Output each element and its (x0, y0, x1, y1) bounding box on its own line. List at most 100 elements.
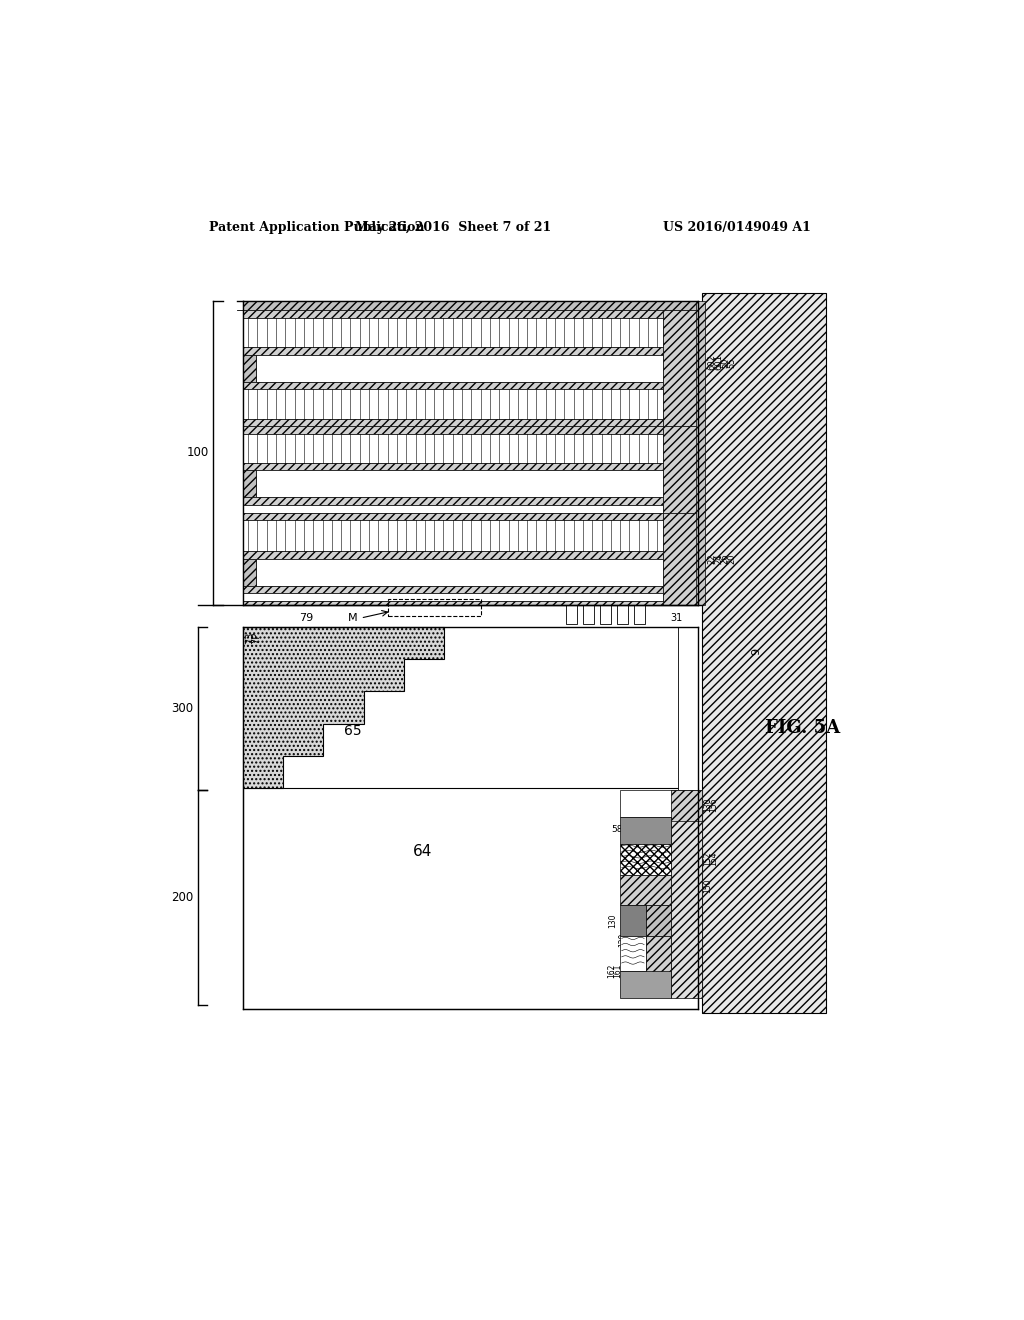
Text: 63: 63 (245, 531, 254, 541)
Text: 32: 32 (335, 531, 344, 540)
Text: 26: 26 (720, 553, 729, 564)
Bar (243, 520, 663, 552)
Bar (621, 843, 671, 875)
Text: M: M (348, 612, 357, 623)
Text: 62: 62 (251, 531, 259, 541)
Text: 64: 64 (413, 843, 432, 859)
Bar (671, 789, 701, 821)
Bar (243, 347, 663, 355)
Text: 12: 12 (681, 665, 693, 676)
Text: US 2016/0149049 A1: US 2016/0149049 A1 (663, 222, 811, 234)
Bar (243, 381, 663, 389)
Text: 32: 32 (317, 531, 327, 540)
Text: 20: 20 (727, 553, 736, 564)
Bar (243, 506, 663, 512)
Bar (646, 906, 671, 936)
Bar (678, 627, 697, 789)
Text: 162: 162 (607, 964, 616, 978)
Text: 601: 601 (714, 355, 723, 371)
Bar (243, 512, 663, 520)
Text: 32: 32 (266, 531, 275, 540)
Text: 70: 70 (258, 362, 267, 374)
Polygon shape (243, 627, 444, 788)
Bar (243, 601, 663, 605)
Text: 300: 300 (171, 702, 194, 714)
Text: 73: 73 (245, 362, 254, 374)
Bar (256, 355, 663, 381)
Bar (243, 389, 663, 418)
Bar (243, 355, 256, 381)
Bar (701, 293, 825, 1014)
Bar (243, 470, 256, 498)
Bar (617, 605, 628, 624)
Text: 9: 9 (751, 648, 761, 655)
Text: 154: 154 (710, 851, 718, 866)
Bar (566, 605, 577, 624)
Text: 602: 602 (708, 355, 717, 371)
Bar (646, 936, 671, 974)
Text: 161: 161 (613, 964, 623, 978)
Text: 170: 170 (622, 795, 639, 804)
Text: 55: 55 (727, 358, 736, 368)
Text: 7P: 7P (251, 632, 261, 644)
Bar (256, 558, 663, 586)
Text: 43: 43 (327, 531, 336, 541)
Text: 43: 43 (343, 531, 352, 541)
Text: 120: 120 (621, 985, 635, 994)
Bar (600, 605, 611, 624)
Bar (243, 301, 697, 310)
Text: 43: 43 (309, 531, 318, 541)
Bar (621, 936, 646, 970)
Text: 50: 50 (720, 358, 729, 368)
Bar (243, 498, 663, 506)
Text: 32: 32 (284, 531, 293, 540)
Text: 22: 22 (708, 553, 717, 564)
Bar (243, 426, 663, 434)
Text: 10: 10 (681, 630, 693, 639)
Text: 130: 130 (608, 913, 617, 928)
Text: 79: 79 (299, 612, 313, 623)
Text: 71: 71 (251, 362, 259, 374)
Text: Patent Application Publication: Patent Application Publication (209, 222, 425, 234)
Bar (243, 558, 256, 586)
Bar (243, 434, 663, 462)
Text: May 26, 2016  Sheet 7 of 21: May 26, 2016 Sheet 7 of 21 (355, 222, 552, 234)
Text: FIG. 5A: FIG. 5A (765, 719, 840, 737)
Bar (663, 426, 697, 512)
Bar (243, 462, 663, 470)
Text: 43: 43 (258, 531, 267, 541)
Bar (583, 605, 594, 624)
Text: 58: 58 (611, 825, 623, 834)
Text: 156: 156 (710, 799, 718, 812)
Bar (663, 512, 697, 605)
Bar (243, 310, 663, 318)
Bar (243, 586, 663, 594)
Text: 43: 43 (292, 531, 301, 541)
Text: 73: 73 (245, 632, 255, 644)
Text: 200: 200 (171, 891, 194, 904)
Bar (243, 301, 697, 605)
Bar (621, 906, 646, 936)
Bar (621, 875, 671, 906)
Text: 65: 65 (344, 723, 361, 738)
Bar (696, 301, 706, 605)
Bar (671, 789, 701, 998)
Text: 43: 43 (275, 531, 285, 541)
Bar (243, 594, 663, 601)
Text: 152: 152 (703, 851, 712, 866)
Text: 31: 31 (671, 612, 683, 623)
Text: 24: 24 (714, 553, 723, 564)
Text: 130: 130 (703, 799, 712, 812)
Bar (621, 970, 671, 998)
Bar (256, 470, 663, 498)
Bar (388, 599, 480, 615)
Bar (634, 605, 645, 624)
Bar (243, 318, 663, 347)
Bar (243, 552, 663, 558)
Text: 120: 120 (617, 933, 627, 948)
Text: 150: 150 (703, 879, 712, 894)
Bar (243, 788, 697, 1010)
Bar (663, 310, 697, 426)
Text: 100: 100 (186, 446, 209, 459)
Bar (621, 789, 675, 817)
